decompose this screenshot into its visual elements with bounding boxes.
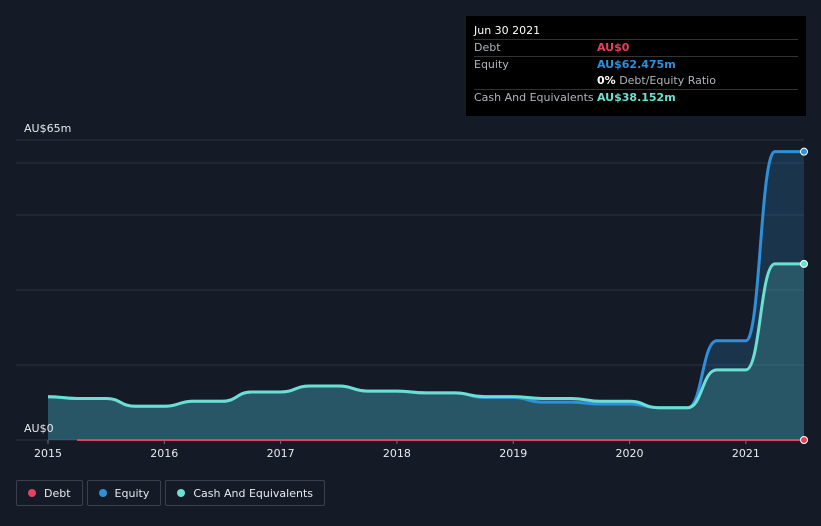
x-tick-label-2018: 2018 [383, 447, 411, 460]
tooltip-cash-label: Cash And Equivalents [474, 91, 594, 104]
debt-dot-icon [28, 489, 36, 497]
tooltip-debt-row: Debt AU$0 [474, 39, 798, 56]
legend-item-equity[interactable]: Equity [86, 480, 162, 506]
tooltip-ratio-value: 0% [597, 74, 616, 87]
tooltip-ratio-row: 0% Debt/Equity Ratio [474, 73, 798, 89]
tooltip-cash-row: Cash And Equivalents AU$38.152m [474, 89, 798, 106]
series-endpoints [800, 147, 808, 444]
x-axis-ticks: 2015 2016 2017 2018 2019 2020 2021 [34, 440, 760, 460]
legend-debt-label: Debt [44, 486, 71, 500]
cash-dot-icon [177, 489, 186, 497]
line-equity [47, 150, 804, 410]
legend-equity-label: Equity [114, 486, 150, 500]
tooltip-date: Jun 30 2021 [474, 24, 541, 37]
y-axis-top-label: AU$65m [24, 122, 71, 135]
series-areas [48, 151, 804, 440]
tooltip-equity-label: Equity [474, 58, 509, 71]
area-cash-and-equivalents [48, 263, 804, 440]
x-tick-label-2015: 2015 [34, 447, 62, 460]
x-tick-label-2021: 2021 [732, 447, 760, 460]
tooltip-cash-value: AU$38.152m [597, 91, 676, 104]
x-tick-label-2019: 2019 [499, 447, 527, 460]
tooltip-ratio-label: Debt/Equity Ratio [619, 74, 716, 87]
tooltip: Jun 30 2021 Debt AU$0 Equity AU$62.475m … [466, 16, 806, 116]
equity-dot-icon [98, 489, 107, 497]
y-axis-bottom-label: AU$0 [24, 422, 54, 435]
tooltip-equity-value: AU$62.475m [597, 58, 676, 71]
point-cash-and-equivalents-end [800, 259, 808, 268]
tooltip-debt-label: Debt [474, 41, 501, 54]
area-equity [48, 151, 804, 440]
tooltip-debt-value: AU$0 [597, 41, 630, 54]
legend-item-debt[interactable]: Debt [16, 480, 83, 506]
line-cash-and-equivalents [47, 262, 804, 410]
point-debt-end [800, 436, 808, 444]
x-tick-label-2020: 2020 [616, 447, 644, 460]
legend-cash-label: Cash And Equivalents [193, 486, 313, 500]
legend-item-cash[interactable]: Cash And Equivalents [165, 480, 325, 506]
x-tick-label-2017: 2017 [267, 447, 295, 460]
series-lines [47, 150, 804, 442]
chart-legend: Debt Equity Cash And Equivalents [16, 480, 325, 506]
point-equity-end [800, 147, 808, 156]
tooltip-equity-row: Equity AU$62.475m [474, 56, 798, 73]
x-tick-label-2016: 2016 [150, 447, 178, 460]
